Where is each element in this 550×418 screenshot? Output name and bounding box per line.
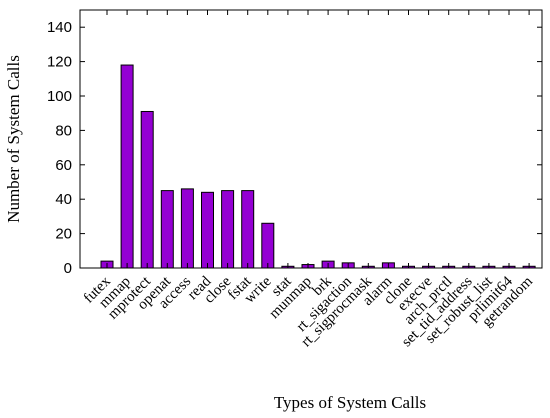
labels-layer: 020406080100120140futexmmapmprotectopena… xyxy=(47,19,536,350)
bar-close xyxy=(221,190,235,269)
bars-layer xyxy=(100,64,536,269)
y-tick-label: 120 xyxy=(47,54,72,71)
y-tick-label: 80 xyxy=(55,122,72,139)
y-tick-label: 40 xyxy=(55,191,72,208)
y-tick-label: 100 xyxy=(47,88,72,105)
bar-access xyxy=(180,188,194,269)
bar-mmap xyxy=(120,64,134,269)
bar-openat xyxy=(160,190,174,269)
y-tick-label: 0 xyxy=(64,260,72,277)
bar-read xyxy=(201,191,214,269)
y-tick-label: 60 xyxy=(55,157,72,174)
plot-frame xyxy=(79,9,543,269)
bar-fstat xyxy=(241,190,255,269)
y-tick-label: 140 xyxy=(47,19,72,36)
y-axis-title: Number of System Calls xyxy=(4,55,23,223)
bar-write xyxy=(261,222,275,269)
x-axis-title: Types of System Calls xyxy=(274,393,426,412)
bar-mprotect xyxy=(140,110,154,269)
y-tick-label: 20 xyxy=(55,226,72,243)
axes-layer xyxy=(79,9,543,269)
